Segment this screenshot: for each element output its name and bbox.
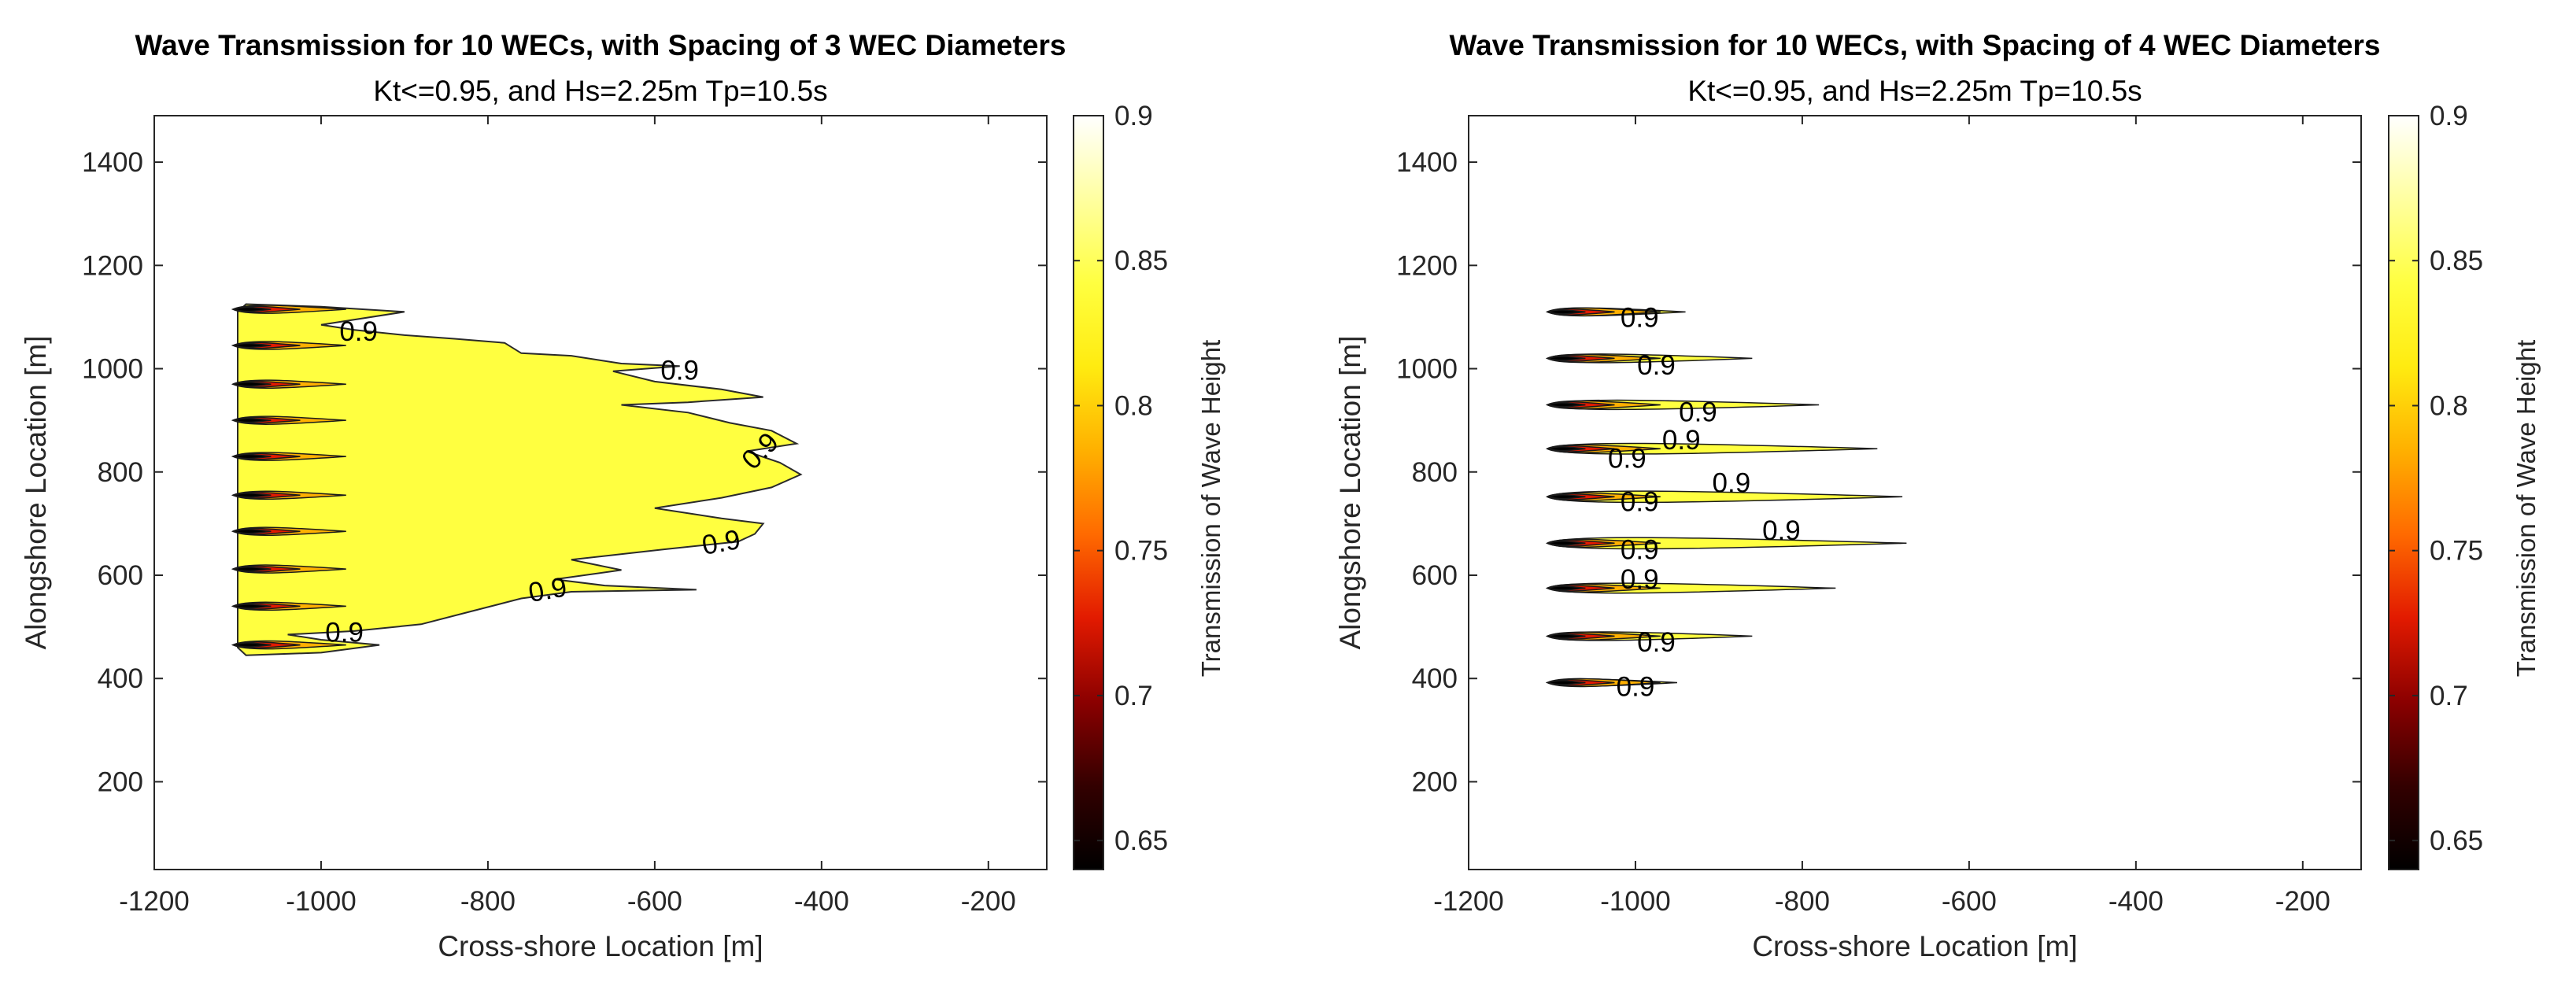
- contour-label: 0.9: [1637, 627, 1676, 658]
- colorbar-tick-label: 0.7: [2430, 681, 2468, 711]
- contour-content: 0.90.90.90.90.90.90.90.90.90.90.90.9: [1545, 302, 1907, 703]
- x-tick-label: -400: [2108, 886, 2164, 917]
- chart-title: Wave Transmission for 10 WECs, with Spac…: [1450, 29, 2381, 61]
- y-tick-label: 1400: [1396, 147, 1458, 178]
- y-tick-label: 800: [98, 457, 143, 488]
- colorbar-label: Transmission of Wave Height: [1196, 340, 1225, 678]
- y-tick-label: 1400: [82, 147, 143, 178]
- right-contour-panel: Wave Transmission for 10 WECs, with Spac…: [1334, 29, 2541, 962]
- contour-label: 0.9: [325, 618, 364, 648]
- contour-label: 0.9: [339, 316, 378, 347]
- colorbar-label: Transmission of Wave Height: [2511, 340, 2541, 678]
- y-tick-label: 600: [98, 560, 143, 591]
- y-tick-label: 200: [1412, 766, 1458, 797]
- colorbar: [2388, 115, 2419, 870]
- y-tick-label: 1000: [82, 354, 143, 385]
- colorbar-tick-label: 0.65: [1114, 825, 1168, 856]
- wec-core: [1547, 541, 1586, 546]
- chart-subtitle: Kt<=0.95, and Hs=2.25m Tp=10.5s: [1687, 75, 2142, 107]
- contour-label: 0.9: [1621, 564, 1659, 595]
- chart-title: Wave Transmission for 10 WECs, with Spac…: [135, 29, 1066, 61]
- wec-core: [232, 342, 272, 349]
- wec-core: [232, 528, 272, 534]
- colorbar-tick-label: 0.7: [1114, 681, 1153, 711]
- contour-label: 0.9: [1621, 535, 1659, 566]
- wec-core: [232, 453, 272, 460]
- y-tick-label: 1200: [82, 250, 143, 281]
- contour-label: 0.9: [1662, 425, 1701, 456]
- contour-0.9-region: [237, 303, 803, 656]
- contour-label: 0.9: [700, 524, 743, 561]
- x-tick-label: -800: [460, 886, 516, 917]
- y-tick-label: 600: [1412, 560, 1458, 591]
- wec-core: [1547, 309, 1586, 315]
- x-tick-label: -400: [794, 886, 849, 917]
- colorbar-tick-label: 0.75: [2430, 536, 2483, 567]
- wec-core: [232, 493, 272, 498]
- x-tick-label: -600: [1942, 886, 1997, 917]
- x-axis-label: Cross-shore Location [m]: [1752, 930, 2077, 962]
- colorbar-tick-label: 0.8: [2430, 390, 2468, 421]
- wake-0.9-region: [1546, 490, 1903, 504]
- left-contour-panel: Wave Transmission for 10 WECs, with Spac…: [20, 29, 1225, 962]
- colorbar: [1073, 115, 1104, 870]
- axes-box: [1468, 115, 2362, 870]
- x-tick-label: -800: [1775, 886, 1830, 917]
- y-tick-label: 200: [98, 766, 143, 797]
- x-tick-label: -1000: [1600, 886, 1671, 917]
- wec-core: [232, 642, 272, 648]
- wec-core: [1547, 493, 1586, 500]
- wec-core: [232, 566, 272, 572]
- contour-label: 0.9: [1621, 302, 1659, 333]
- wec-core: [1547, 445, 1586, 452]
- wake-0.9-region: [1546, 442, 1878, 455]
- colorbar-tick-label: 0.65: [2430, 825, 2483, 856]
- colorbar-tick-label: 0.85: [2430, 246, 2483, 276]
- colorbar-tick-label: 0.85: [1114, 246, 1168, 276]
- wec-core: [232, 604, 272, 609]
- contour-label: 0.9: [1608, 444, 1646, 475]
- contour-label: 0.9: [1713, 467, 1751, 498]
- y-tick-label: 800: [1412, 457, 1458, 488]
- contour-label: 0.9: [1621, 487, 1659, 518]
- colorbar-tick-label: 0.9: [2430, 101, 2468, 131]
- contour-label: 0.9: [1762, 515, 1801, 546]
- x-axis-label: Cross-shore Location [m]: [438, 930, 763, 962]
- x-tick-label: -1200: [119, 886, 190, 917]
- y-tick-label: 1000: [1396, 354, 1458, 385]
- wec-core: [1547, 680, 1586, 685]
- colorbar-tick-label: 0.75: [1114, 536, 1168, 567]
- contour-label: 0.9: [1637, 350, 1676, 381]
- chart-subtitle: Kt<=0.95, and Hs=2.25m Tp=10.5s: [373, 75, 827, 107]
- y-tick-label: 1200: [1396, 250, 1458, 281]
- x-tick-label: -1000: [286, 886, 357, 917]
- x-tick-label: -1200: [1433, 886, 1504, 917]
- contour-label: 0.9: [1679, 397, 1717, 428]
- wec-core: [1547, 356, 1586, 361]
- wec-core: [1547, 402, 1586, 408]
- colorbar-tick-label: 0.9: [1114, 101, 1153, 131]
- wec-core: [232, 306, 272, 312]
- wec-core: [232, 417, 272, 423]
- contour-label: 0.9: [526, 571, 569, 608]
- y-axis-label: Alongshore Location [m]: [20, 335, 52, 649]
- axes-box: [153, 115, 1048, 870]
- wec-core: [1547, 585, 1586, 591]
- y-tick-label: 400: [98, 663, 143, 694]
- contour-label: 0.9: [1617, 672, 1655, 703]
- contour-label: 0.9: [660, 355, 699, 386]
- contour-content: 0.90.90.90.90.90.9: [231, 303, 803, 656]
- wec-core: [1547, 633, 1586, 639]
- wec-core: [232, 381, 272, 387]
- wake-0.9-region: [1546, 537, 1907, 550]
- x-tick-label: -200: [2275, 886, 2330, 917]
- y-axis-label: Alongshore Location [m]: [1334, 335, 1366, 649]
- y-tick-label: 400: [1412, 663, 1458, 694]
- colorbar-tick-label: 0.8: [1114, 390, 1153, 421]
- x-tick-label: -600: [627, 886, 682, 917]
- x-tick-label: -200: [961, 886, 1016, 917]
